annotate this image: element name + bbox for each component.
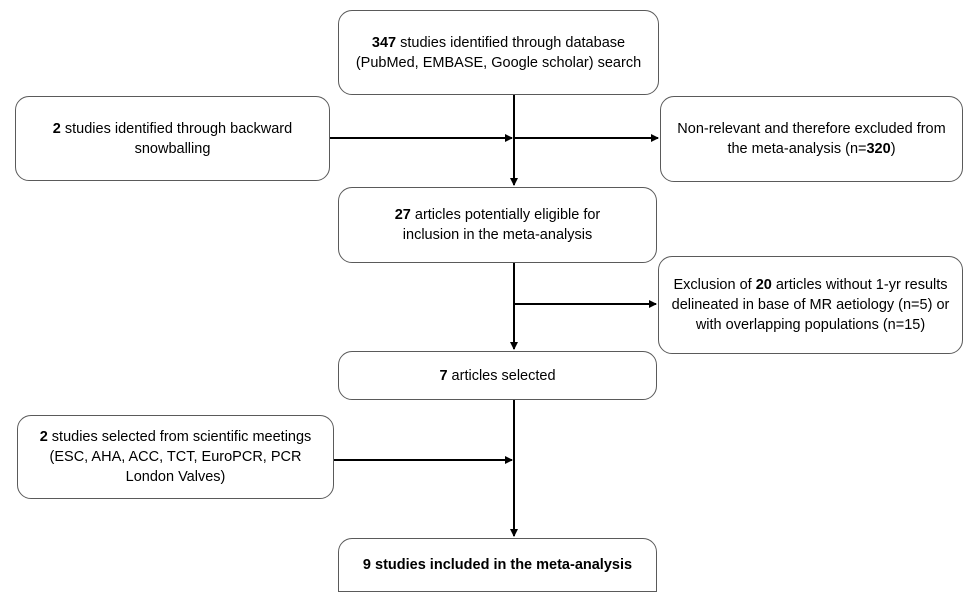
exclusion-text-before: Exclusion of: [673, 277, 756, 293]
included-text: 9 studies included in the meta-analysis: [362, 557, 633, 573]
eligible-text: articles potentially eligible for inclus…: [402, 207, 601, 243]
snowballing-text: studies identified through backward snow…: [60, 120, 293, 157]
database-text: studies identified through database (Pub…: [355, 34, 642, 71]
backward-snowballing-box: 2 studies identified through backward sn…: [15, 96, 330, 181]
nonrelevant-text-before: Non-relevant and therefore excluded from…: [677, 121, 946, 157]
exclusion-text-after: articles without 1-yr results delineated…: [671, 277, 950, 333]
articles-selected-box: 7 articles selected: [338, 351, 657, 400]
selected-count: 7: [439, 367, 448, 384]
eligible-articles-box: 27 articles potentially eligible for inc…: [338, 187, 657, 263]
database-search-box: 347 studies identified through database …: [338, 10, 659, 95]
included-studies-box: 9 studies included in the meta-analysis: [338, 538, 657, 592]
snowballing-count: 2: [52, 120, 61, 137]
scientific-meetings-box: 2 studies selected from scientific meeti…: [17, 415, 334, 499]
exclusion-count: 20: [755, 277, 772, 293]
nonrelevant-count: 320: [866, 141, 891, 157]
eligible-count: 27: [394, 207, 411, 223]
meetings-text: studies selected from scientific meeting…: [47, 429, 312, 485]
selected-text: articles selected: [447, 367, 556, 384]
exclusion-articles-box: Exclusion of 20 articles without 1-yr re…: [658, 256, 963, 354]
nonrelevant-text-after: ): [890, 141, 896, 157]
excluded-nonrelevant-box: Non-relevant and therefore excluded from…: [660, 96, 963, 182]
meetings-count: 2: [39, 429, 48, 445]
database-count: 347: [371, 34, 397, 51]
